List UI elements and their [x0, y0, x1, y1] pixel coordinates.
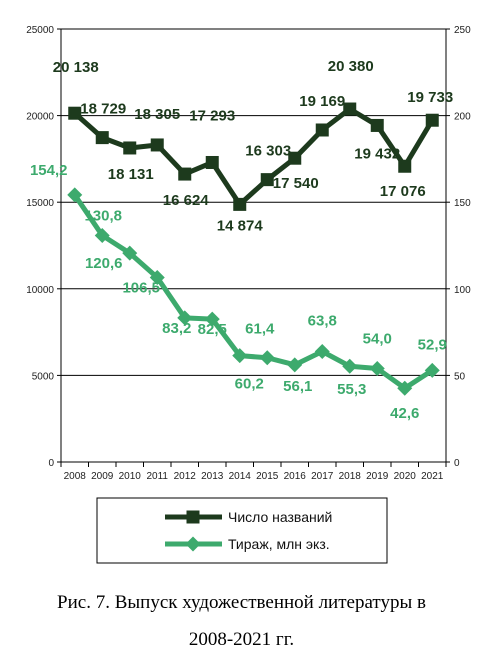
data-label-titles: 14 874 — [217, 217, 264, 234]
point-tirazh — [122, 245, 138, 261]
point-tirazh — [369, 360, 385, 376]
point-tirazh — [94, 227, 110, 243]
x-tick-label: 2013 — [201, 471, 224, 482]
left-tick-label: 15000 — [26, 198, 54, 209]
right-tick-label: 150 — [454, 198, 471, 209]
legend-swatch-tirazh-marker — [185, 536, 201, 552]
point-tirazh — [397, 380, 413, 396]
chart: 0 5000 10000 15000 20000 25000 0 50 100 150 200 250… — [26, 25, 471, 564]
data-label-tirazh: 42,6 — [390, 405, 419, 422]
point-tirazh — [67, 187, 83, 203]
point-titles — [233, 197, 247, 211]
x-tick-label: 2016 — [284, 471, 307, 482]
data-label-titles: 16 303 — [245, 143, 291, 160]
point-titles — [68, 106, 82, 120]
data-label-tirazh: 120,6 — [85, 255, 123, 272]
point-titles — [178, 167, 192, 181]
x-tick-label: 2009 — [91, 471, 114, 482]
figure-caption: Рис. 7. Выпуск художественной литературы… — [0, 584, 483, 658]
data-label-titles: 19 432 — [354, 145, 400, 162]
data-label-tirazh: 52,9 — [418, 336, 447, 353]
point-tirazh — [287, 357, 303, 373]
data-label-tirazh: 106,5 — [122, 280, 160, 297]
data-label-tirazh: 54,0 — [363, 330, 392, 347]
x-tick-label: 2008 — [64, 471, 87, 482]
chart-svg: 0 5000 10000 15000 20000 25000 0 50 100 150 200 250… — [26, 25, 471, 564]
data-label-titles: 20 138 — [53, 59, 99, 76]
point-titles — [343, 102, 357, 116]
left-tick-label: 25000 — [26, 25, 54, 36]
data-label-titles: 18 131 — [108, 166, 154, 183]
data-label-titles: 19 169 — [299, 93, 345, 110]
legend-label-tirazh: Тираж, млн экз. — [228, 536, 330, 552]
point-tirazh — [149, 270, 165, 286]
point-titles — [150, 138, 164, 152]
data-label-tirazh: 56,1 — [283, 378, 312, 395]
caption-line-1: Рис. 7. Выпуск художественной литературы… — [57, 592, 426, 613]
point-titles — [260, 173, 274, 187]
point-titles — [95, 131, 109, 145]
legend-swatch-titles-marker — [186, 510, 200, 524]
left-tick-label: 5000 — [32, 371, 55, 382]
point-titles — [425, 113, 439, 127]
left-tick-label: 10000 — [26, 285, 54, 296]
left-tick-label: 0 — [48, 458, 54, 469]
point-tirazh — [424, 362, 440, 378]
right-tick-label: 200 — [454, 112, 471, 123]
data-label-tirazh: 83,2 — [162, 320, 191, 337]
data-label-tirazh: 63,8 — [308, 312, 337, 329]
x-tick-label: 2019 — [366, 471, 389, 482]
data-label-tirazh: 55,3 — [337, 381, 366, 398]
data-label-titles: 17 076 — [380, 183, 426, 200]
x-tick-label: 2018 — [339, 471, 362, 482]
x-tick-label: 2010 — [119, 471, 142, 482]
point-titles — [370, 118, 384, 132]
data-label-tirazh: 82,5 — [198, 321, 227, 338]
right-tick-label: 0 — [454, 458, 460, 469]
data-label-titles: 18 305 — [134, 106, 180, 123]
point-tirazh — [204, 311, 220, 327]
x-tick-label: 2011 — [146, 471, 168, 482]
x-tick-label: 2015 — [256, 471, 279, 482]
data-label-tirazh: 130,8 — [84, 207, 122, 224]
point-titles — [205, 155, 219, 169]
data-label-titles: 19 733 — [407, 89, 453, 106]
point-titles — [288, 151, 302, 165]
data-label-tirazh: 154,2 — [30, 162, 68, 179]
x-tick-label: 2012 — [174, 471, 197, 482]
point-tirazh — [232, 348, 248, 364]
data-label-tirazh: 61,4 — [245, 321, 275, 338]
caption-line-2: 2008-2021 гг. — [188, 629, 295, 650]
data-label-titles: 20 380 — [328, 58, 374, 75]
data-label-titles: 16 624 — [163, 192, 210, 209]
point-titles — [398, 159, 412, 173]
point-titles — [123, 141, 137, 155]
point-titles — [315, 123, 329, 137]
point-tirazh — [342, 358, 358, 374]
legend-box — [96, 497, 388, 564]
left-tick-label: 20000 — [26, 112, 54, 123]
data-label-titles: 18 729 — [80, 101, 126, 118]
x-tick-label: 2014 — [229, 471, 252, 482]
x-tick-label: 2021 — [421, 471, 444, 482]
right-tick-label: 250 — [454, 25, 471, 36]
x-tick-label: 2020 — [394, 471, 417, 482]
legend-label-titles: Число названий — [228, 509, 332, 525]
point-tirazh — [177, 310, 193, 326]
data-label-tirazh: 60,2 — [235, 376, 264, 393]
data-label-titles: 17 293 — [189, 107, 235, 124]
x-tick-label: 2017 — [311, 471, 334, 482]
data-label-titles: 17 540 — [273, 175, 319, 192]
point-tirazh — [314, 343, 330, 359]
right-tick-label: 50 — [454, 371, 466, 382]
point-tirazh — [259, 350, 275, 366]
right-tick-label: 100 — [454, 285, 471, 296]
